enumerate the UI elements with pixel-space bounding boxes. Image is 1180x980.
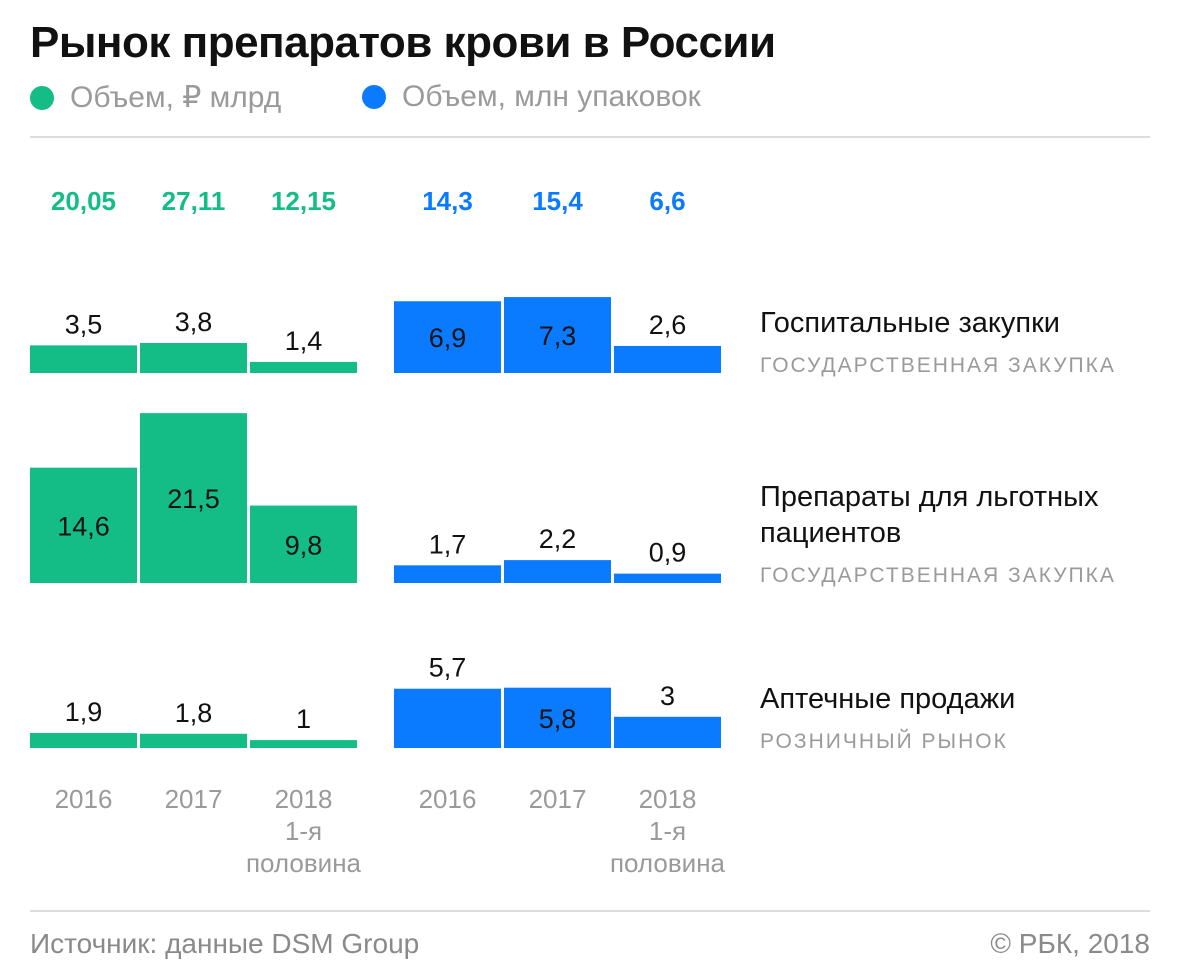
legend-dot-green bbox=[30, 86, 54, 110]
top-divider bbox=[30, 136, 1150, 138]
bar-value-label: 1 bbox=[296, 704, 311, 734]
legend-label-rub: Объем, ₽ млрд bbox=[70, 81, 282, 114]
total-label: 14,3 bbox=[422, 186, 473, 216]
bar bbox=[504, 687, 611, 748]
x-tick-label: 2017 bbox=[529, 784, 587, 814]
x-tick-label: 2017 bbox=[165, 784, 223, 814]
row-sublabel: ГОСУДАРСТВЕННАЯ ЗАКУПКА bbox=[760, 354, 1116, 377]
x-tick-label: 1-я bbox=[649, 816, 686, 846]
legend-item-rub: Объем, ₽ млрд bbox=[30, 80, 281, 115]
bar bbox=[30, 467, 137, 583]
bar-value-label: 14,6 bbox=[57, 511, 110, 541]
total-label: 15,4 bbox=[532, 186, 583, 216]
legend-item-packs: Объем, млн упаковок bbox=[362, 80, 701, 114]
bar-value-label: 1,7 bbox=[429, 529, 467, 559]
bar-value-label: 6,9 bbox=[429, 323, 467, 353]
total-label: 27,11 bbox=[162, 186, 226, 216]
row-label: Аптечные продажи bbox=[760, 683, 1015, 715]
x-tick-label: 2016 bbox=[419, 784, 477, 814]
bar-value-label: 21,5 bbox=[167, 484, 220, 514]
row-label: пациентов bbox=[760, 517, 901, 549]
bar-value-label: 1,9 bbox=[65, 697, 103, 727]
bar-value-label: 9,8 bbox=[285, 530, 323, 560]
bar-value-label: 3 bbox=[660, 681, 675, 711]
chart-title: Рынок препаратов крови в России bbox=[30, 18, 776, 67]
bar bbox=[140, 413, 247, 583]
bar bbox=[394, 688, 501, 748]
bar bbox=[394, 301, 501, 373]
bar bbox=[394, 565, 501, 583]
bar-value-label: 0,9 bbox=[649, 538, 687, 568]
row-label: Госпитальные закупки bbox=[760, 307, 1060, 339]
row-sublabel: РОЗНИЧНЫЙ РЫНОК bbox=[760, 729, 1008, 753]
bar-value-label: 3,5 bbox=[65, 309, 103, 339]
bar-value-label: 5,8 bbox=[539, 704, 577, 734]
row-label: Препараты для льготных bbox=[760, 481, 1099, 513]
bar-value-label: 3,8 bbox=[175, 307, 213, 337]
bar bbox=[140, 733, 247, 748]
legend-label-packs: Объем, млн упаковок bbox=[402, 80, 701, 113]
copyright-note: © РБК, 2018 bbox=[990, 928, 1150, 959]
bar bbox=[614, 345, 721, 373]
x-tick-label: 1-я bbox=[285, 816, 322, 846]
bar-value-label: 7,3 bbox=[539, 321, 577, 351]
bar-value-label: 1,8 bbox=[175, 698, 213, 728]
x-tick-label: 2016 bbox=[55, 784, 113, 814]
bar bbox=[250, 505, 357, 583]
bar-value-label: 2,6 bbox=[649, 310, 687, 340]
total-label: 12,15 bbox=[271, 186, 336, 216]
total-label: 6,6 bbox=[649, 186, 685, 216]
bar bbox=[504, 560, 611, 583]
chart-area: 20,05 27,11 12,15 14,3 15,4 6,6 3,5 3,8 1,4 6,9 7,… bbox=[30, 186, 1116, 878]
legend-dot-blue bbox=[362, 85, 386, 109]
x-tick-label: 2018 bbox=[275, 784, 333, 814]
bar bbox=[140, 342, 247, 373]
bottom-divider bbox=[30, 910, 1150, 912]
bar bbox=[250, 740, 357, 748]
bar bbox=[614, 716, 721, 748]
x-tick-label: половина bbox=[246, 848, 362, 878]
x-tick-label: половина bbox=[610, 848, 726, 878]
bar bbox=[30, 732, 137, 748]
bar bbox=[614, 573, 721, 583]
bar-value-label: 5,7 bbox=[429, 653, 467, 683]
total-label: 20,05 bbox=[51, 186, 116, 216]
x-tick-label: 2018 bbox=[639, 784, 697, 814]
bar bbox=[504, 297, 611, 373]
bar bbox=[30, 345, 137, 373]
bar-value-label: 1,4 bbox=[285, 326, 323, 356]
bar-value-label: 2,2 bbox=[539, 524, 577, 554]
row-sublabel: ГОСУДАРСТВЕННАЯ ЗАКУПКА bbox=[760, 564, 1116, 587]
bar bbox=[250, 361, 357, 373]
source-note: Источник: данные DSM Group bbox=[30, 928, 420, 959]
